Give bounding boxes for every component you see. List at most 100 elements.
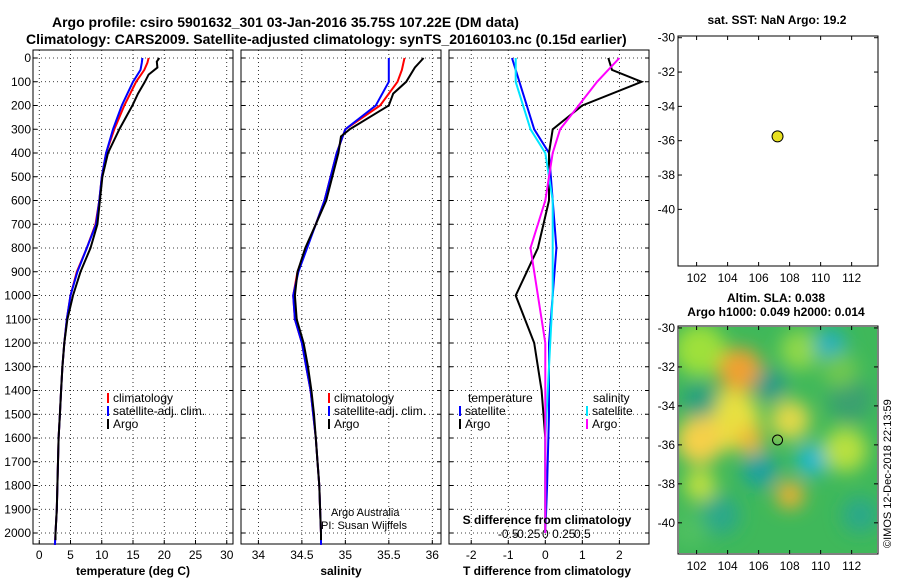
depth-tick-label: 900 <box>11 265 31 279</box>
temperature-legend-label: Argo <box>113 417 139 431</box>
x-tick-label: 0 <box>542 548 549 562</box>
sla-lat-label: -30 <box>658 321 676 335</box>
sla-lat-label: -38 <box>658 477 676 491</box>
temperature-xlabel: temperature (deg C) <box>76 564 190 578</box>
sst-lon-label: 112 <box>842 271 861 285</box>
sla-blob <box>679 416 724 464</box>
sst-title: sat. SST: NaN Argo: 19.2 <box>708 13 847 27</box>
sla-lon-label: 104 <box>718 559 738 573</box>
credit-line-1: Argo Australia <box>331 507 400 519</box>
temperature-legend-label: satellite-adj. clim. <box>113 404 205 418</box>
x-tick-label: -2 <box>466 548 477 562</box>
depth-tick-label: 1200 <box>4 336 31 350</box>
x-tick-label: 25 <box>189 548 203 562</box>
series-line <box>54 57 161 541</box>
sla-lat-label: -34 <box>658 399 676 413</box>
sla-blob <box>754 369 786 401</box>
sst-argo-marker <box>771 130 784 143</box>
sla-blobs <box>679 327 877 548</box>
sla-title-2: Argo h1000: 0.049 h2000: 0.014 <box>687 305 865 319</box>
sla-lat-label: -36 <box>658 438 676 452</box>
sla-frame <box>677 325 879 555</box>
depth-tick-label: 0 <box>24 51 31 65</box>
salinity-legend-label: satellite-adj. clim. <box>334 404 426 418</box>
sla-argo-marker <box>772 434 784 446</box>
sla-heatmap <box>679 327 877 553</box>
series-line <box>293 57 425 541</box>
salinity-panel <box>240 49 442 545</box>
series-line <box>514 58 554 533</box>
sla-blob <box>828 378 872 422</box>
x-tick-label: 10 <box>95 548 109 562</box>
diff-legend-title-t: temperature <box>468 391 533 405</box>
series-line <box>53 57 144 545</box>
depth-tick-label: 1800 <box>4 479 31 493</box>
x-tick-label: 5 <box>67 548 74 562</box>
sst-map-panel <box>677 35 879 267</box>
sla-blob <box>736 426 764 454</box>
title-line-1: Argo profile: csiro 5901632_301 03-Jan-2… <box>52 14 519 30</box>
depth-tick-label: 1600 <box>4 431 31 445</box>
sst-lon-label: 108 <box>780 271 800 285</box>
sst-lat-label: -40 <box>658 202 676 216</box>
sla-lon-label: 102 <box>687 559 707 573</box>
sla-lat-label: -40 <box>658 516 676 530</box>
temperature-legend-label: climatology <box>113 391 173 405</box>
sla-blob <box>776 481 804 509</box>
x-tick-label: 20 <box>158 548 172 562</box>
s-tick-label: -0.25 <box>513 527 541 541</box>
sla-lon-label: 112 <box>842 559 861 573</box>
s-tick-label: 0 <box>542 527 549 541</box>
depth-tick-label: 1300 <box>4 360 31 374</box>
x-tick-label: -1 <box>503 548 514 562</box>
sst-lat-label: -36 <box>658 134 676 148</box>
title-line-2: Climatology: CARS2009. Satellite-adjuste… <box>26 31 627 47</box>
depth-tick-label: 2000 <box>4 526 31 540</box>
sla-blob <box>679 327 726 376</box>
salinity-legend-label: Argo <box>334 417 360 431</box>
sla-blob <box>700 495 740 535</box>
sla-blob <box>684 469 716 501</box>
sst-lat-label: -38 <box>658 168 676 182</box>
x-tick-label: 2 <box>616 548 623 562</box>
x-tick-label: 35.5 <box>377 548 401 562</box>
sla-blob <box>770 400 810 440</box>
sla-lon-label: 106 <box>749 559 769 573</box>
x-tick-label: 35 <box>339 548 353 562</box>
x-tick-label: 34 <box>252 548 266 562</box>
sla-blob <box>796 444 828 476</box>
salinity-legend-label: climatology <box>334 391 394 405</box>
s-difference-label: S difference from climatology <box>463 513 632 527</box>
sla-title-1: Altim. SLA: 0.038 <box>727 291 825 305</box>
depth-tick-label: 1000 <box>4 289 31 303</box>
x-tick-label: 34.5 <box>290 548 314 562</box>
x-tick-label: 30 <box>220 548 234 562</box>
series-line <box>529 57 621 533</box>
sla-blob <box>682 382 718 418</box>
sst-lat-label: -34 <box>658 99 676 113</box>
depth-tick-label: 500 <box>11 170 31 184</box>
depth-tick-label: 200 <box>11 99 31 113</box>
difference-panel <box>448 49 650 545</box>
sla-blob <box>780 330 820 370</box>
diff-legend-label: satellite <box>592 404 633 418</box>
s-tick-label: -0.5 <box>498 527 519 541</box>
sla-blob <box>822 352 858 388</box>
depth-tick-label: 1400 <box>4 384 31 398</box>
diff-legend-label: Argo <box>592 417 618 431</box>
sla-blob <box>823 428 867 472</box>
depth-tick-label: 600 <box>11 194 31 208</box>
diff-legend-title-s: salinity <box>593 391 630 405</box>
s-tick-label: 0.5 <box>574 527 591 541</box>
x-tick-label: 0 <box>36 548 43 562</box>
depth-tick-label: 800 <box>11 241 31 255</box>
diff-legend-label: satellite <box>465 404 506 418</box>
watermark: ©IMOS 12-Dec-2018 22:13:59 <box>882 399 894 548</box>
x-tick-label: 1 <box>579 548 586 562</box>
credit-line-2: PI: Susan Wijffels <box>321 520 407 532</box>
temperature-panel <box>32 49 234 545</box>
depth-tick-label: 700 <box>11 217 31 231</box>
depth-tick-label: 100 <box>11 75 31 89</box>
sst-lat-label: -32 <box>658 65 676 79</box>
